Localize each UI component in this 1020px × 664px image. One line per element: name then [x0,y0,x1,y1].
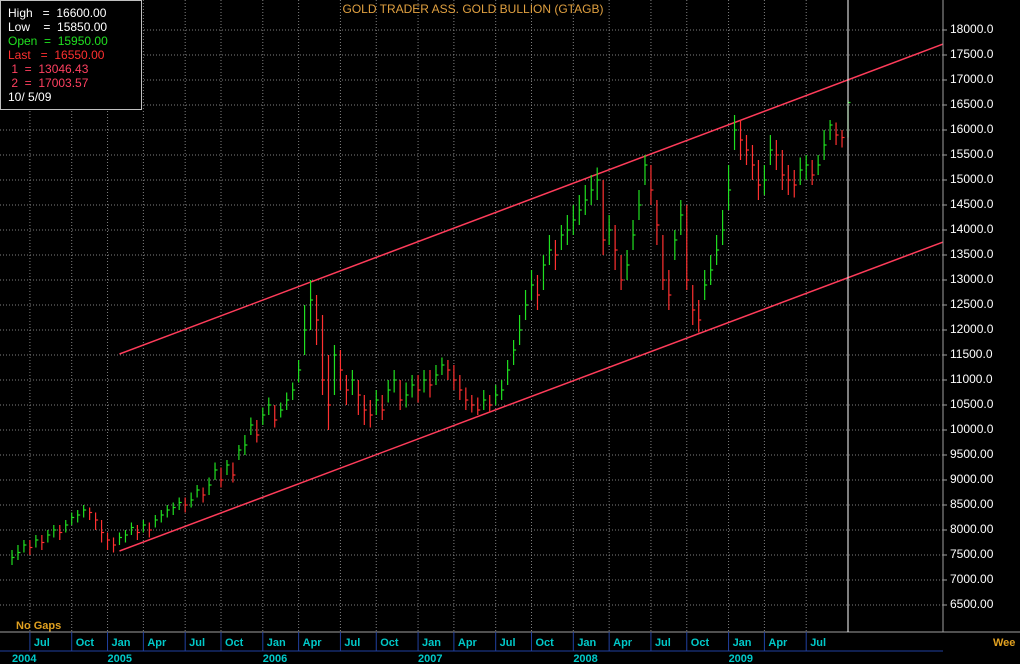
info-line: High = 16600.00 [8,6,107,20]
info-line: 10/ 5/09 [8,90,52,104]
y-tick-label: 16500.0 [950,97,994,111]
x-tick-label: Jul [34,637,50,649]
info-line: Open = 15950.00 [8,34,108,48]
y-tick-label: 10500.0 [950,397,994,411]
trend-line [119,241,944,552]
x-tick-label: Jan [112,637,131,649]
x-tick-label: Oct [225,637,244,649]
y-tick-label: 14000.0 [950,222,994,236]
y-tick-label: 8000.00 [950,522,994,536]
x-tick-label: Apr [458,637,478,649]
y-tick-label: 9000.00 [950,472,994,486]
period: Wee [993,637,1015,649]
plot-area [0,0,944,632]
x-tick-label: Apr [768,637,788,649]
x-tick-label: Jul [810,637,826,649]
y-tick-label: 6500.00 [950,597,994,611]
y-tick-label: 13500.0 [950,247,994,261]
year-label: 2006 [263,653,287,664]
info-line: 2 = 17003.57 [8,76,89,90]
info-line: Last = 16550.00 [8,48,105,62]
note: No Gaps [16,620,61,632]
year-label: 2007 [418,653,442,664]
y-tick-label: 16000.0 [950,122,994,136]
chart-title: GOLD TRADER ASS. GOLD BULLION (GTAGB) [343,2,604,16]
x-tick-label: Oct [380,637,399,649]
y-tick-label: 13000.0 [950,272,994,286]
y-tick-label: 17500.0 [950,47,994,61]
x-tick-label: Oct [691,637,710,649]
y-tick-label: 7500.00 [950,547,994,561]
info-box [0,0,142,110]
y-tick-label: 12500.0 [950,297,994,311]
y-tick-label: 9500.00 [950,447,994,461]
info-line: 1 = 13046.43 [8,62,89,76]
y-tick-label: 11000.0 [950,372,993,386]
x-tick-label: Jul [344,637,360,649]
x-tick-label: Jul [189,637,205,649]
x-tick-label: Oct [76,637,95,649]
y-tick-label: 10000.0 [950,422,994,436]
x-tick-label: Jan [577,637,596,649]
year-label: 2009 [729,653,753,664]
x-tick-label: Jul [500,637,516,649]
year-label: 2005 [108,653,132,664]
year-label: 2008 [573,653,597,664]
y-tick-label: 15500.0 [950,147,994,161]
y-tick-label: 11500.0 [950,347,993,361]
x-tick-label: Jul [655,637,671,649]
info-line: Low = 15850.00 [8,20,107,34]
y-tick-label: 7000.00 [950,572,994,586]
y-tick-label: 8500.00 [950,497,994,511]
x-tick-label: Jan [267,637,286,649]
trend-line [119,43,944,355]
y-tick-label: 18000.0 [950,22,994,36]
x-tick-label: Apr [147,637,167,649]
y-tick-label: 12000.0 [950,322,994,336]
y-tick-label: 17000.0 [950,72,994,86]
x-tick-label: Apr [613,637,633,649]
year-label: 2004 [12,653,37,664]
x-tick-label: Apr [303,637,323,649]
x-tick-label: Oct [536,637,555,649]
x-tick-label: Jan [733,637,752,649]
x-tick-label: Jan [422,637,441,649]
y-tick-label: 14500.0 [950,197,994,211]
y-tick-label: 15000.0 [950,172,994,186]
